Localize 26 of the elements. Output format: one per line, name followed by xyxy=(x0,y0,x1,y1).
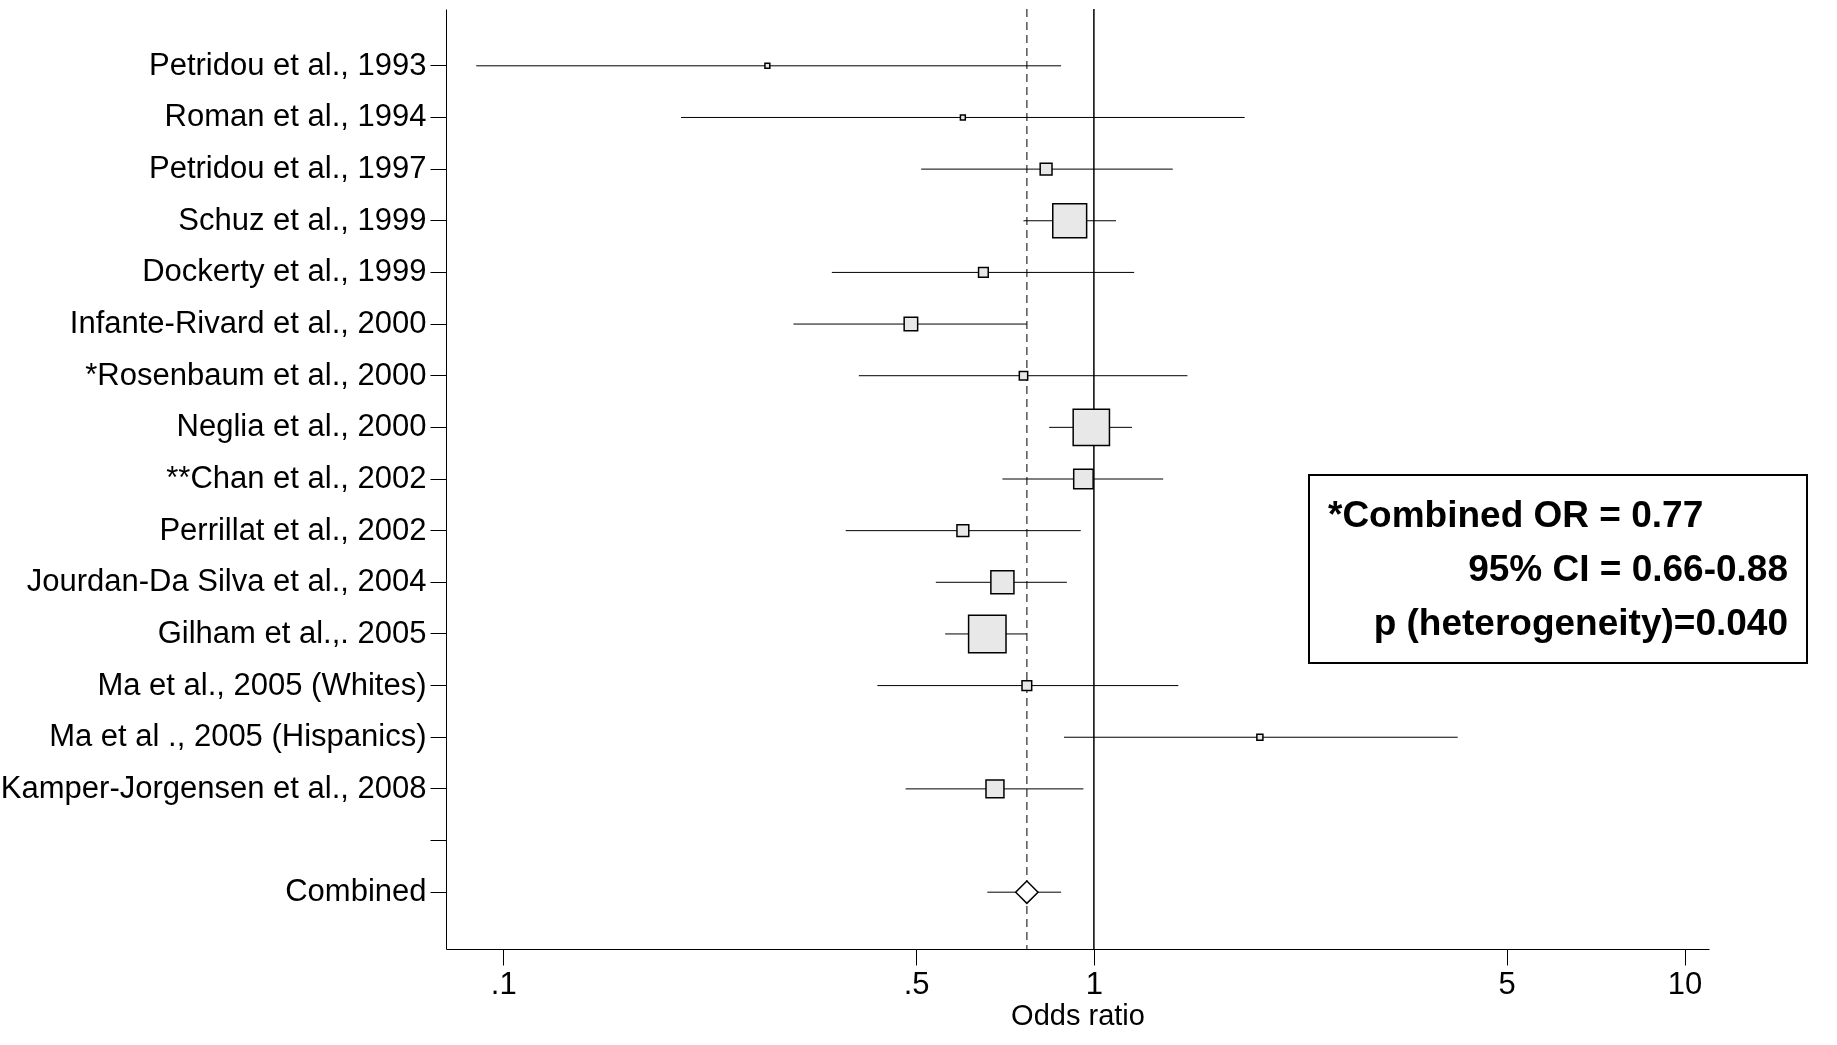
y-tick-label: Neglia et al., 2000 xyxy=(176,408,427,444)
annotation: 95% CI = 0.66-0.88 xyxy=(1467,548,1788,590)
y-tick-label: Petridou et al., 1993 xyxy=(149,46,427,82)
y-tick-label: Ma et al ., 2005 (Hispanics) xyxy=(49,718,427,754)
y-tick-label: Kamper-Jorgensen et al., 2008 xyxy=(0,769,427,805)
note-box: *Combined OR = 0.77 95% CI = 0.66-0.88 p (heterogeneity)=0.040 xyxy=(1308,474,1808,664)
x-tick-label: .1 xyxy=(490,965,517,1001)
y-tick-label: Roman et al., 1994 xyxy=(164,98,427,134)
x-axis-title: Odds ratio xyxy=(1011,998,1145,1031)
y-tick-label: *Rosenbaum et al., 2000 xyxy=(85,356,427,392)
y-tick-label: Petridou et al., 1997 xyxy=(149,150,427,186)
y-tick-label: Schuz et al., 1999 xyxy=(178,201,427,237)
y-tick-label: Perrillat et al., 2002 xyxy=(159,511,427,547)
y-tick-label: Jourdan-Da Silva et al., 2004 xyxy=(26,563,427,599)
y-tick-label: Dockerty et al., 1999 xyxy=(142,253,427,289)
x-tick-label: 5 xyxy=(1498,965,1516,1001)
x-tick-label: 1 xyxy=(1085,965,1104,1001)
y-tick-label: Gilham et al.,. 2005 xyxy=(157,614,427,650)
annotation: p (heterogeneity)=0.040 xyxy=(1372,602,1788,644)
y-tick-label: **Chan et al., 2002 xyxy=(166,460,427,495)
x-tick-label: 10 xyxy=(1667,965,1703,1001)
y-tick-label: Ma et al., 2005 (Whites) xyxy=(97,666,427,702)
y-tick-label: Infante-Rivard et al., 2000 xyxy=(69,305,427,341)
x-tick-label: .5 xyxy=(903,965,930,1001)
annotation: *Combined OR = 0.77 xyxy=(1328,494,1705,536)
y-tick-label: Combined xyxy=(285,873,427,909)
